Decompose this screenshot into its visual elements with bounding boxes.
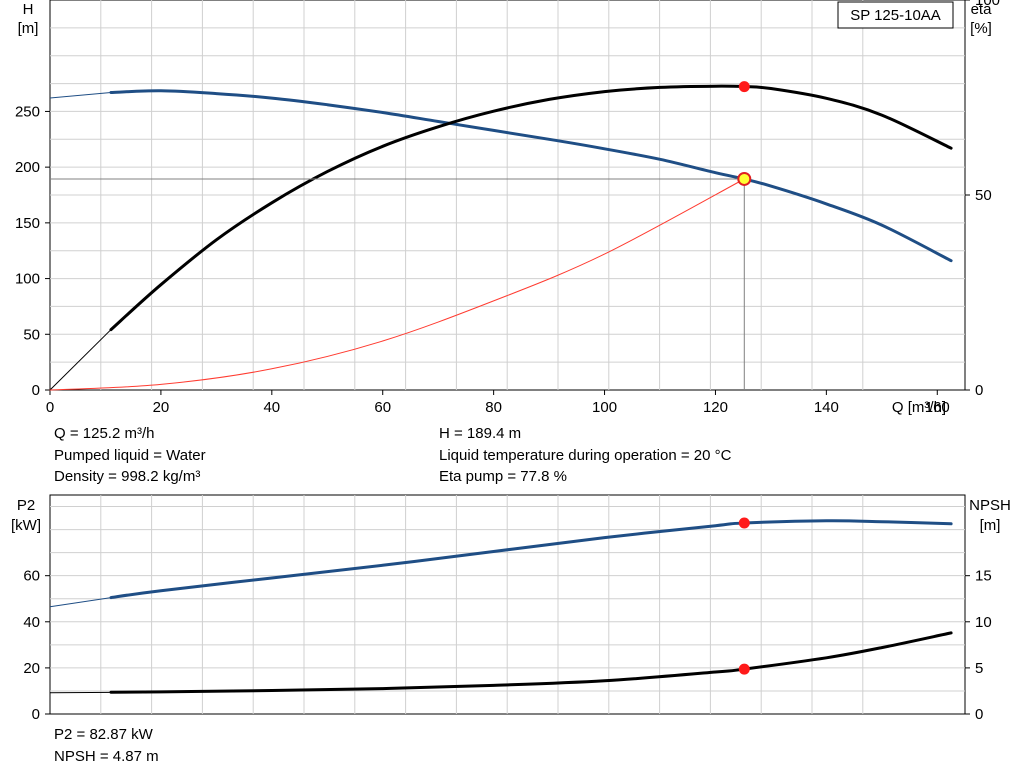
left-tick-label: 60 <box>23 568 40 585</box>
power-readout: P2 = 82.87 kW <box>54 726 153 743</box>
left-tick-label: 20 <box>23 660 40 677</box>
bottom-info: P2 = 82.87 kW NPSH = 4.87 m <box>54 724 159 767</box>
head-readout: H = 189.4 m <box>439 425 522 442</box>
x-tick-label: 120 <box>703 399 728 416</box>
density-readout: Density = 998.2 kg/m³ <box>54 468 201 485</box>
x-tick-label: 0 <box>46 399 54 416</box>
right-tick-label: 0 <box>975 706 983 723</box>
eta-axis-title-symbol: eta <box>971 1 993 18</box>
bottom-panel: 0 20 40 60 0 5 10 15 P2 [kW] NPSH [m] <box>11 494 1011 723</box>
temperature-readout: Liquid temperature during operation = 20… <box>439 446 732 464</box>
x-tick-label: 100 <box>592 399 617 416</box>
system-curve <box>49 178 745 391</box>
curve-extension <box>49 329 112 391</box>
left-tick-label: 100 <box>15 271 40 288</box>
x-tick-label: 80 <box>485 399 502 416</box>
pump-model-box <box>837 1 954 29</box>
bottom-operating-points <box>738 517 750 675</box>
flow-readout: Q = 125.2 m³/h <box>54 425 155 442</box>
left-tick-label: 250 <box>15 103 40 120</box>
curve-extension <box>49 597 112 608</box>
left-tick-label: 150 <box>15 215 40 232</box>
performance-curve-0 <box>109 519 953 600</box>
bottom-grid <box>50 495 965 714</box>
head-axis-ticks: 0 50 100 150 200 250 <box>15 103 50 399</box>
duty-point-eta <box>738 81 750 93</box>
top-curves <box>49 84 953 391</box>
pump-model-label: SP 125-10AA <box>850 7 941 24</box>
head-axis-title-symbol: H <box>23 1 34 18</box>
power-axis-title-unit: [kW] <box>11 517 41 534</box>
head-axis-title-unit: [m] <box>18 20 39 37</box>
left-tick-label: 200 <box>15 159 40 176</box>
performance-curve-0 <box>109 89 953 263</box>
curve-extension <box>49 91 112 99</box>
top-info-right: H = 189.4 m Liquid temperature during op… <box>439 423 731 488</box>
eta-readout: Eta pump = 77.8 % <box>439 468 567 485</box>
top-operating-point <box>50 81 752 390</box>
npsh-axis-title-unit: [m] <box>980 517 1001 534</box>
right-tick-label: 5 <box>975 660 983 677</box>
power-axis-title-symbol: P2 <box>17 497 35 514</box>
power-axis-ticks: 0 20 40 60 <box>23 568 50 723</box>
npsh-axis-title-symbol: NPSH <box>969 497 1011 514</box>
npsh-axis-ticks: 0 5 10 15 <box>965 568 992 723</box>
x-tick-label: 160 <box>925 399 950 416</box>
x-tick-label: 40 <box>263 399 280 416</box>
duty-point-head <box>737 171 752 186</box>
right-tick-label: 0 <box>975 382 983 399</box>
left-tick-label: 0 <box>32 382 40 399</box>
left-tick-label: 0 <box>32 706 40 723</box>
left-tick-label: 50 <box>23 326 40 343</box>
bottom-curves <box>49 519 953 694</box>
pumped-liquid-readout: Pumped liquid = Water <box>54 446 206 464</box>
top-x-ticks: 0 20 40 60 80 100 120 140 160 <box>46 390 950 416</box>
x-tick-label: 20 <box>153 399 170 416</box>
right-tick-label: 100 <box>975 0 1000 9</box>
right-tick-label: 15 <box>975 568 992 585</box>
top-grid <box>50 0 965 390</box>
flow-axis-title: Q [m³/h] <box>892 399 946 416</box>
performance-curve-1 <box>109 84 953 332</box>
right-tick-label: 50 <box>975 187 992 204</box>
top-panel: 0 20 40 60 80 100 120 140 160 0 50 100 150 200 250 0 5… <box>15 0 1000 416</box>
eta-axis-ticks: 0 50 100 <box>965 0 1000 399</box>
eta-axis-title-unit: [%] <box>970 20 992 37</box>
x-tick-label: 60 <box>374 399 391 416</box>
left-tick-label: 40 <box>23 614 40 631</box>
top-info-left: Q = 125.2 m³/h Pumped liquid = Water Den… <box>54 423 206 488</box>
x-tick-label: 140 <box>814 399 839 416</box>
duty-point-power <box>738 517 750 529</box>
duty-point-npsh <box>738 663 750 675</box>
npsh-readout: NPSH = 4.87 m <box>54 747 159 765</box>
performance-curve-1 <box>109 631 953 694</box>
right-tick-label: 10 <box>975 614 992 631</box>
